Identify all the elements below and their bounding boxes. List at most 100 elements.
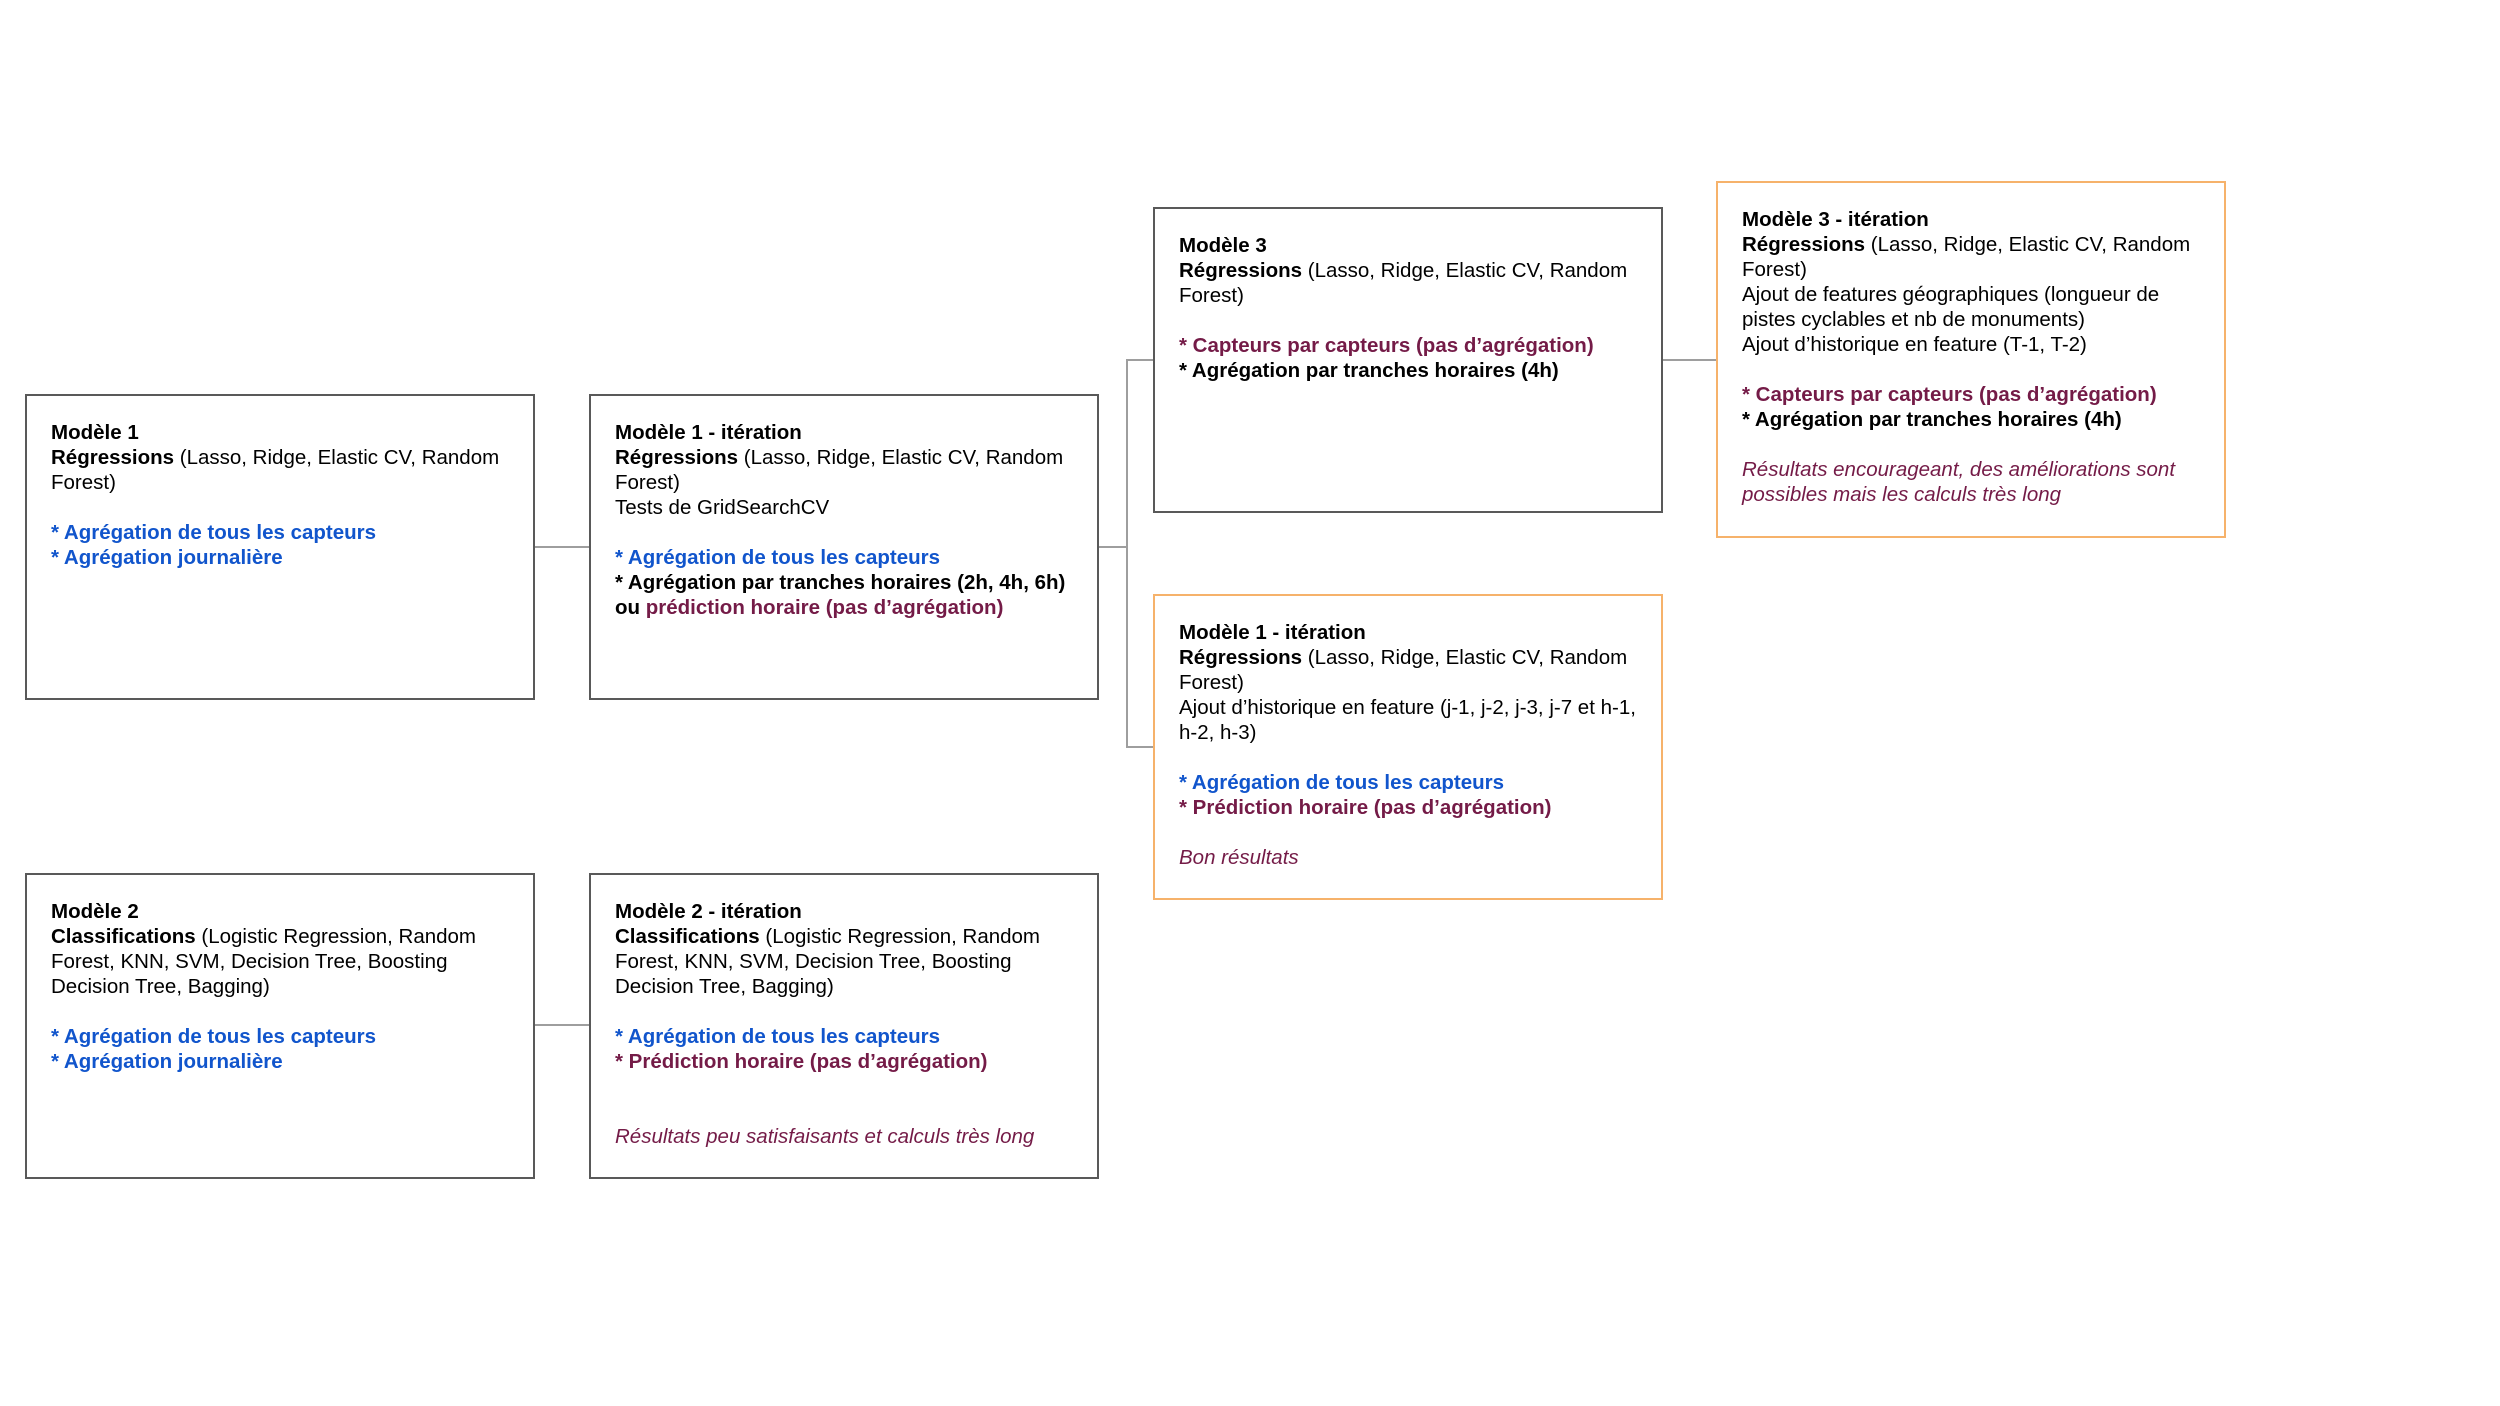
- bold-text: Régressions: [615, 446, 739, 469]
- text-line: Modèle 1: [51, 420, 509, 445]
- bold-text: * Agrégation par tranches horaires (4h): [1179, 359, 1559, 382]
- text-line: Ajout d’historique en feature (j-1, j-2,…: [1179, 695, 1637, 745]
- text-line: Tests de GridSearchCV: [615, 495, 1073, 520]
- text-line: Résultats encourageant, des amélioration…: [1742, 457, 2200, 507]
- modele-3-iteration-box: Modèle 3 - itération Régressions (Lasso, …: [1716, 181, 2226, 538]
- bold-text: * Prédiction horaire (pas d’agrégation): [1179, 796, 1552, 819]
- text-line: * Agrégation de tous les capteurs: [1179, 770, 1637, 795]
- bold-text: Modèle 2 - itération: [615, 900, 802, 923]
- bold-text: * Agrégation de tous les capteurs: [1179, 771, 1505, 794]
- bold-text: * Agrégation par tranches horaires (2h, …: [615, 571, 1066, 594]
- text: Tests de GridSearchCV: [615, 496, 830, 519]
- bold-text: * Agrégation de tous les capteurs: [51, 1025, 377, 1048]
- text-line: * Agrégation de tous les capteurs: [51, 1024, 509, 1049]
- text: Ajout d’historique en feature (T-1, T-2): [1742, 333, 2087, 356]
- bold-text: * Agrégation par tranches horaires (4h): [1742, 408, 2122, 431]
- bold-text: * Agrégation journalière: [51, 1050, 283, 1073]
- text: (Lasso, Ridge, Elastic CV, Random Forest…: [615, 446, 1064, 494]
- text-line: Classifications (Logistic Regression, Ra…: [51, 924, 509, 999]
- text: Ajout de features géographiques (longueu…: [1742, 283, 2160, 331]
- blank-line: [1179, 308, 1637, 333]
- text-line: Modèle 1 - itération: [1179, 620, 1637, 645]
- blank-line: [615, 520, 1073, 545]
- blank-line: [615, 999, 1073, 1024]
- blank-line: [1742, 357, 2200, 382]
- modele-2-box: Modèle 2 Classifications (Logistic Regres…: [25, 873, 535, 1179]
- text: (Lasso, Ridge, Elastic CV, Random Forest…: [1179, 259, 1628, 307]
- text-line: * Agrégation par tranches horaires (4h): [1179, 358, 1637, 383]
- modele-2-iteration-box: Modèle 2 - itération Classifications (Log…: [589, 873, 1099, 1179]
- text-line: ou prédiction horaire (pas d’agrégation): [615, 595, 1073, 620]
- blank-line: [1179, 745, 1637, 770]
- text-line: * Agrégation journalière: [51, 1049, 509, 1074]
- bold-text: Modèle 1: [51, 421, 139, 444]
- text-line: * Agrégation par tranches horaires (4h): [1742, 407, 2200, 432]
- text-line: * Agrégation de tous les capteurs: [51, 520, 509, 545]
- text-line: * Agrégation de tous les capteurs: [615, 1024, 1073, 1049]
- bold-text: Régressions: [1179, 259, 1303, 282]
- blank-line: [615, 1074, 1073, 1099]
- bold-text: Régressions: [51, 446, 175, 469]
- blank-line: [51, 495, 509, 520]
- text: (Lasso, Ridge, Elastic CV, Random Forest…: [1742, 233, 2191, 281]
- blank-line: [615, 1099, 1073, 1124]
- bold-text: * Prédiction horaire (pas d’agrégation): [615, 1050, 988, 1073]
- bold-text: Classifications: [615, 925, 760, 948]
- italic-text: Bon résultats: [1179, 846, 1299, 869]
- text-line: Classifications (Logistic Regression, Ra…: [615, 924, 1073, 999]
- text-line: Modèle 2 - itération: [615, 899, 1073, 924]
- blank-line: [1742, 432, 2200, 457]
- text-line: Modèle 3: [1179, 233, 1637, 258]
- text-line: Régressions (Lasso, Ridge, Elastic CV, R…: [1179, 258, 1637, 308]
- text-line: Régressions (Lasso, Ridge, Elastic CV, R…: [1179, 645, 1637, 695]
- italic-text: Résultats encourageant, des amélioration…: [1742, 458, 2176, 506]
- text: Ajout d’historique en feature (j-1, j-2,…: [1179, 696, 1636, 744]
- text-line: * Agrégation par tranches horaires (2h, …: [615, 570, 1073, 595]
- text-line: * Prédiction horaire (pas d’agrégation): [615, 1049, 1073, 1074]
- bold-text: Régressions: [1742, 233, 1866, 256]
- bold-text: Classifications: [51, 925, 196, 948]
- text-line: Modèle 3 - itération: [1742, 207, 2200, 232]
- modele-1-box: Modèle 1 Régressions (Lasso, Ridge, Elast…: [25, 394, 535, 700]
- text-line: Régressions (Lasso, Ridge, Elastic CV, R…: [615, 445, 1073, 495]
- text-line: Modèle 1 - itération: [615, 420, 1073, 445]
- text-line: * Capteurs par capteurs (pas d’agrégatio…: [1179, 333, 1637, 358]
- modele-1-iteration-box: Modèle 1 - itération Régressions (Lasso, …: [589, 394, 1099, 700]
- bold-text: * Agrégation de tous les capteurs: [51, 521, 377, 544]
- bold-text: Modèle 1 - itération: [1179, 621, 1366, 644]
- text-line: Résultats peu satisfaisants et calculs t…: [615, 1124, 1073, 1149]
- text-line: Ajout d’historique en feature (T-1, T-2): [1742, 332, 2200, 357]
- text-line: * Agrégation de tous les capteurs: [615, 545, 1073, 570]
- bold-text: Modèle 3 - itération: [1742, 208, 1929, 231]
- bold-text: Modèle 1 - itération: [615, 421, 802, 444]
- blank-line: [51, 999, 509, 1024]
- text-line: * Prédiction horaire (pas d’agrégation): [1179, 795, 1637, 820]
- text-line: Bon résultats: [1179, 845, 1637, 870]
- connector-m1-iteration-to-m3: [1099, 359, 1153, 548]
- text-line: * Capteurs par capteurs (pas d’agrégatio…: [1742, 382, 2200, 407]
- text-line: * Agrégation journalière: [51, 545, 509, 570]
- italic-text: Résultats peu satisfaisants et calculs t…: [615, 1125, 1035, 1148]
- bold-text: * Capteurs par capteurs (pas d’agrégatio…: [1179, 334, 1594, 357]
- text-line: Modèle 2: [51, 899, 509, 924]
- bold-text: prédiction horaire (pas d’agrégation): [645, 596, 1004, 619]
- modele-1-iteration-2-box: Modèle 1 - itération Régressions (Lasso, …: [1153, 594, 1663, 900]
- bold-text: Modèle 2: [51, 900, 139, 923]
- connector-m1-iteration-to-m1-iteration-2: [1126, 547, 1153, 748]
- text: (Lasso, Ridge, Elastic CV, Random Forest…: [51, 446, 500, 494]
- bold-text: * Agrégation de tous les capteurs: [615, 1025, 941, 1048]
- bold-text: * Agrégation journalière: [51, 546, 283, 569]
- blank-line: [1179, 820, 1637, 845]
- bold-text: Régressions: [1179, 646, 1303, 669]
- bold-text: * Capteurs par capteurs (pas d’agrégatio…: [1742, 383, 2157, 406]
- text-line: Régressions (Lasso, Ridge, Elastic CV, R…: [51, 445, 509, 495]
- text: (Logistic Regression, Random Forest, KNN…: [51, 925, 476, 998]
- modele-3-box: Modèle 3 Régressions (Lasso, Ridge, Elast…: [1153, 207, 1663, 513]
- text-line: Régressions (Lasso, Ridge, Elastic CV, R…: [1742, 232, 2200, 282]
- text-line: Ajout de features géographiques (longueu…: [1742, 282, 2200, 332]
- bold-text: * Agrégation de tous les capteurs: [615, 546, 941, 569]
- bold-text: ou: [615, 596, 646, 619]
- text: (Logistic Regression, Random Forest, KNN…: [615, 925, 1040, 998]
- bold-text: Modèle 3: [1179, 234, 1267, 257]
